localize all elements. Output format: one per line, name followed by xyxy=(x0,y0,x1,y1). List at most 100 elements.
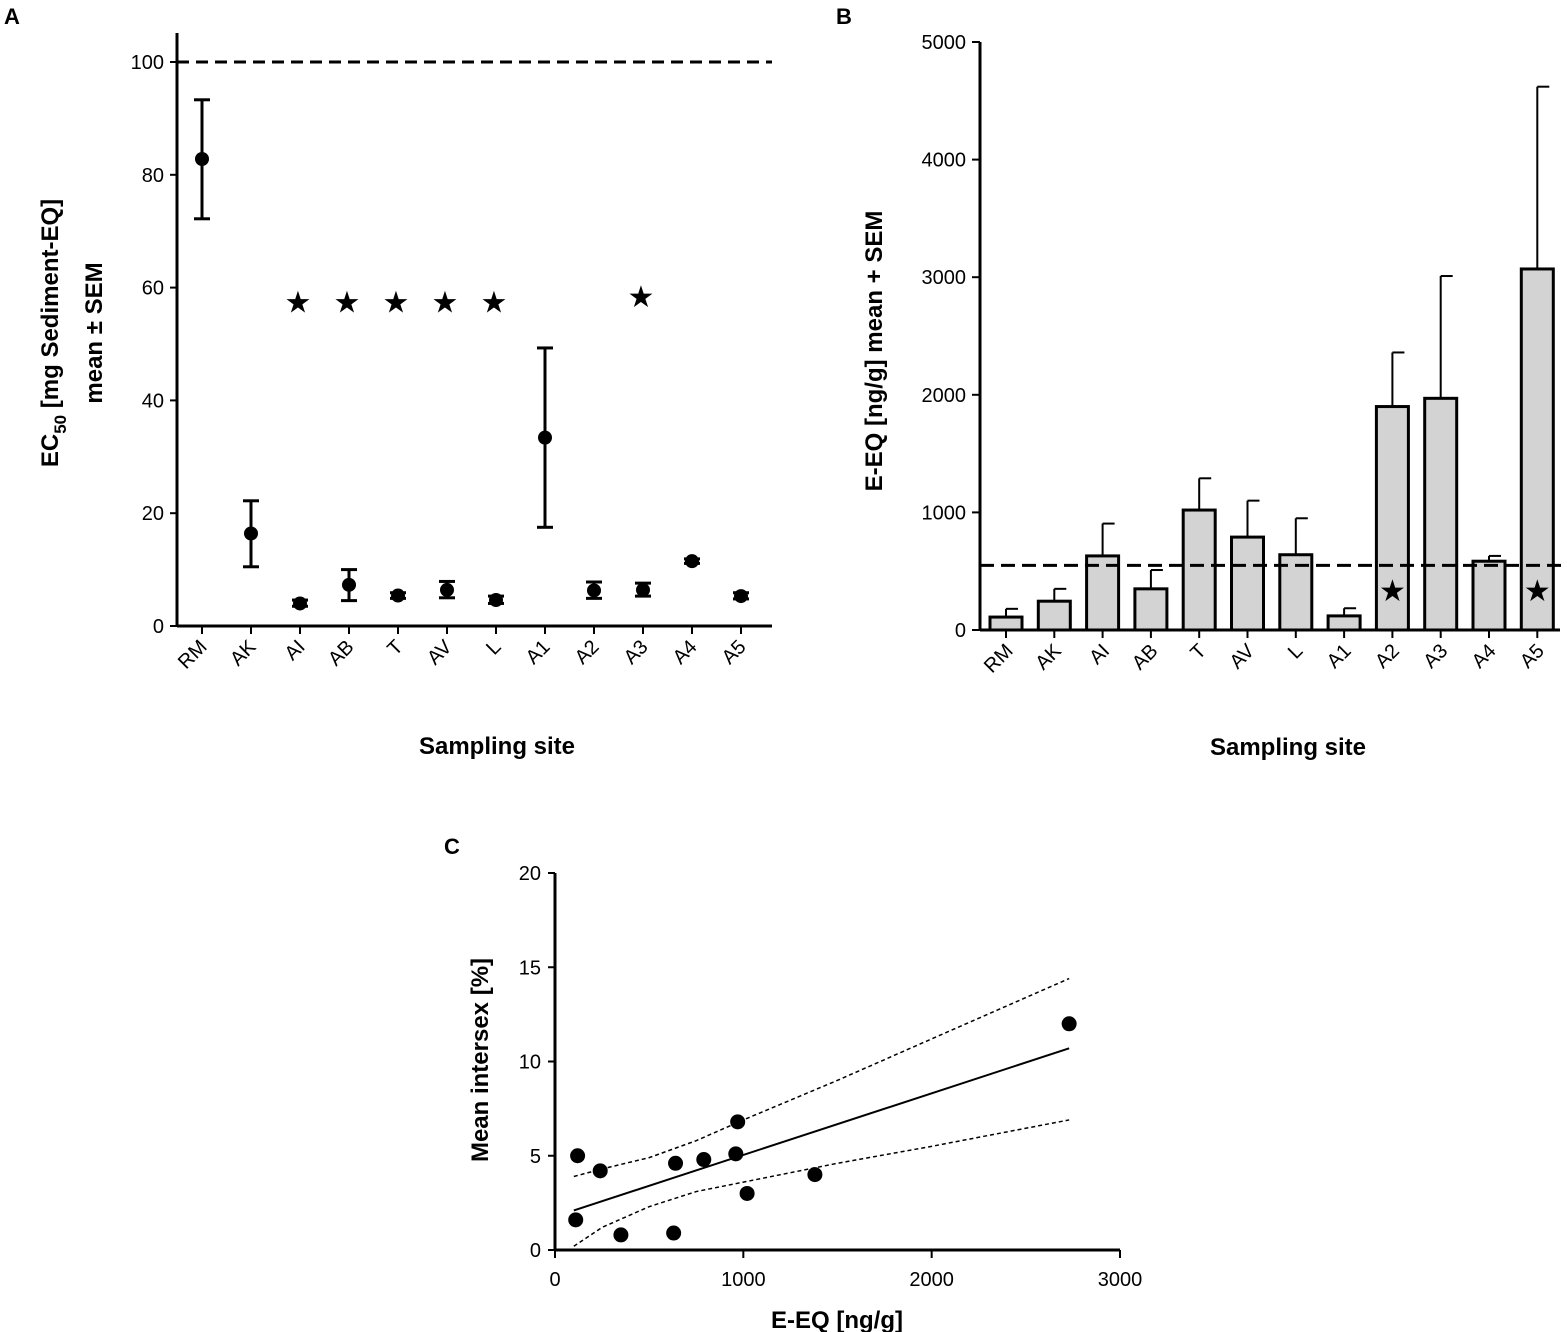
panel-b-y-tick-label: 3000 xyxy=(922,267,967,289)
panel-a-y-title-line1: EC50 [mg Sediment-EQ] xyxy=(37,199,70,467)
panel-b-y-tick-label: 4000 xyxy=(922,150,967,172)
panel-c-point xyxy=(696,1152,712,1168)
panel-a-x-tick-label-ak: AK xyxy=(226,636,261,671)
panel-a-significance-star-ab: ★ xyxy=(334,287,361,320)
panel-b-x-tick-label-a4: A4 xyxy=(1468,640,1501,673)
panel-c-y-tick-label: 10 xyxy=(519,1052,541,1074)
panel-c-point xyxy=(613,1227,629,1243)
panel-a-y-tick-label: 0 xyxy=(153,616,164,638)
panel-a-y-tick-label: 60 xyxy=(142,278,164,300)
panel-b-x-tick-label-ab: AB xyxy=(1128,640,1162,674)
panel-c-confidence-upper xyxy=(573,977,1070,1178)
panel-a-point-t xyxy=(391,588,405,603)
panel-c-point xyxy=(739,1185,755,1201)
panel-b-bar-ai xyxy=(1085,554,1121,632)
panel-b-bar-l xyxy=(1278,553,1314,632)
panel-b-chart: 0 1000 2000 3000 4000 5000 RM AK AI AB T AV L A1 A2 A3… xyxy=(861,32,1562,761)
panel-b-bar-a3 xyxy=(1423,396,1459,632)
panel-a-significance-star-ai: ★ xyxy=(285,287,312,320)
panel-c-x-tick-label: 3000 xyxy=(1098,1269,1143,1291)
panel-a-point-a2 xyxy=(587,583,601,598)
panel-c-point xyxy=(1061,1016,1077,1032)
panel-a-point-ab xyxy=(342,577,356,592)
panel-b-x-tick-label-rm: RM xyxy=(980,640,1018,678)
panel-c-x-tick-label: 1000 xyxy=(721,1269,766,1291)
panel-a-y-tick-label: 20 xyxy=(142,503,164,525)
panel-a-point-l xyxy=(489,593,503,608)
panel-b-x-tick-label-t: T xyxy=(1187,640,1211,664)
panel-label-a: A xyxy=(4,4,20,29)
panel-c-point xyxy=(728,1146,744,1162)
panel-b-bar-a2 xyxy=(1374,405,1410,632)
panel-b-significance-star-a5: ★ xyxy=(1524,575,1551,608)
panel-c-point xyxy=(570,1148,586,1164)
panel-c-y-axis-title: Mean intersex [%] xyxy=(467,958,494,1162)
panel-c-x-tick-label: 0 xyxy=(549,1269,560,1291)
panel-b-bar-t xyxy=(1181,508,1217,632)
panel-a-point-a5 xyxy=(734,589,748,604)
panel-b-bar-a1 xyxy=(1326,614,1362,632)
panel-a-x-tick-label-a1: A1 xyxy=(522,636,555,669)
panel-c-point xyxy=(666,1225,682,1241)
panel-a-x-tick-label-l: L xyxy=(482,636,505,659)
panel-b-x-tick-label-a5: A5 xyxy=(1516,640,1549,673)
panel-b-x-tick-label-a1: A1 xyxy=(1323,640,1356,673)
panel-b-bar-ak xyxy=(1036,599,1072,632)
panel-b-significance-star-a2: ★ xyxy=(1379,575,1406,608)
panel-b-x-tick-label-a3: A3 xyxy=(1419,640,1452,673)
panel-c-point xyxy=(592,1163,608,1179)
panel-a-x-tick-label-a2: A2 xyxy=(571,636,604,669)
panel-a-point-ak xyxy=(244,526,258,541)
panel-a-x-tick-label-rm: RM xyxy=(174,636,212,674)
panel-a-x-tick-label-a3: A3 xyxy=(620,636,653,669)
panel-b-y-axis-title: E-EQ [ng/g] mean + SEM xyxy=(861,211,888,492)
panel-c-y-tick-label: 5 xyxy=(530,1146,541,1168)
panel-b-y-tick-label: 5000 xyxy=(922,32,967,54)
panel-b-y-tick-label: 2000 xyxy=(922,385,967,407)
panel-b-bar-rm xyxy=(988,615,1024,632)
panel-a-y-axis-title: EC50 [mg Sediment-EQ] mean ± SEM xyxy=(37,199,108,467)
panel-a-point-av xyxy=(440,582,454,597)
panel-b-x-tick-label-ai: AI xyxy=(1085,640,1114,669)
panel-a-x-tick-label-ab: AB xyxy=(324,636,358,670)
panel-a-y-title-rest: [mg Sediment-EQ] xyxy=(37,199,64,415)
panel-a-point-a1 xyxy=(538,430,552,445)
panel-b-x-tick-label-ak: AK xyxy=(1031,640,1066,675)
panel-c-chart: 0 5 10 15 20 0 1000 2000 3000 E-EQ [ng/g] Mean … xyxy=(467,863,1142,1332)
panel-a-x-tick-label-a5: A5 xyxy=(718,636,751,669)
panel-a-y-tick-label: 80 xyxy=(142,165,164,187)
panel-c-y-tick-label: 15 xyxy=(519,957,541,979)
panel-a-point-a3 xyxy=(636,582,650,597)
panel-c-point xyxy=(568,1212,584,1228)
panel-b-x-axis-title: Sampling site xyxy=(1210,734,1366,761)
panel-c-point xyxy=(807,1167,823,1183)
panel-a-significance-star-l: ★ xyxy=(481,287,508,320)
panel-c-x-tick-label: 2000 xyxy=(909,1269,954,1291)
panel-c-confidence-lower xyxy=(573,1119,1070,1247)
panel-b-bar-a4 xyxy=(1471,559,1507,632)
panel-a-x-tick-label-ai: AI xyxy=(281,636,310,665)
panel-b-y-tick-label: 1000 xyxy=(922,502,967,524)
panel-c-y-tick-label: 0 xyxy=(530,1240,541,1262)
panel-a-y-title-ec: EC xyxy=(37,434,64,467)
panel-b-x-tick-label-l: L xyxy=(1284,640,1307,663)
panel-a-x-tick-label-a4: A4 xyxy=(669,636,702,669)
panel-b-y-tick-label: 0 xyxy=(955,620,966,642)
panel-c-point xyxy=(730,1114,746,1130)
panel-a-point-ai xyxy=(293,596,307,611)
panel-a-y-tick-label: 100 xyxy=(131,52,164,74)
panel-a-significance-star-av: ★ xyxy=(432,287,459,320)
panel-label-b: B xyxy=(836,4,852,29)
panel-b-x-tick-label-av: AV xyxy=(1226,640,1260,674)
panel-a-point-a4 xyxy=(685,554,699,569)
panel-a-significance-star-a3: ★ xyxy=(628,281,655,314)
panel-b-x-tick-label-a2: A2 xyxy=(1371,640,1404,673)
panel-c-x-axis-title: E-EQ [ng/g] xyxy=(771,1307,903,1332)
panel-a-x-axis-title: Sampling site xyxy=(419,733,575,760)
panel-c-y-tick-label: 20 xyxy=(519,863,541,885)
panel-a-x-tick-label-av: AV xyxy=(423,636,457,670)
panel-a-significance-star-t: ★ xyxy=(383,287,410,320)
panel-b-bar-a5 xyxy=(1519,267,1555,632)
panel-a-chart: 0 20 40 60 80 100 RM AK AI AB T AV L A1 A2 A3 A4 A5 ★ ★ ★ ★… xyxy=(37,33,772,760)
